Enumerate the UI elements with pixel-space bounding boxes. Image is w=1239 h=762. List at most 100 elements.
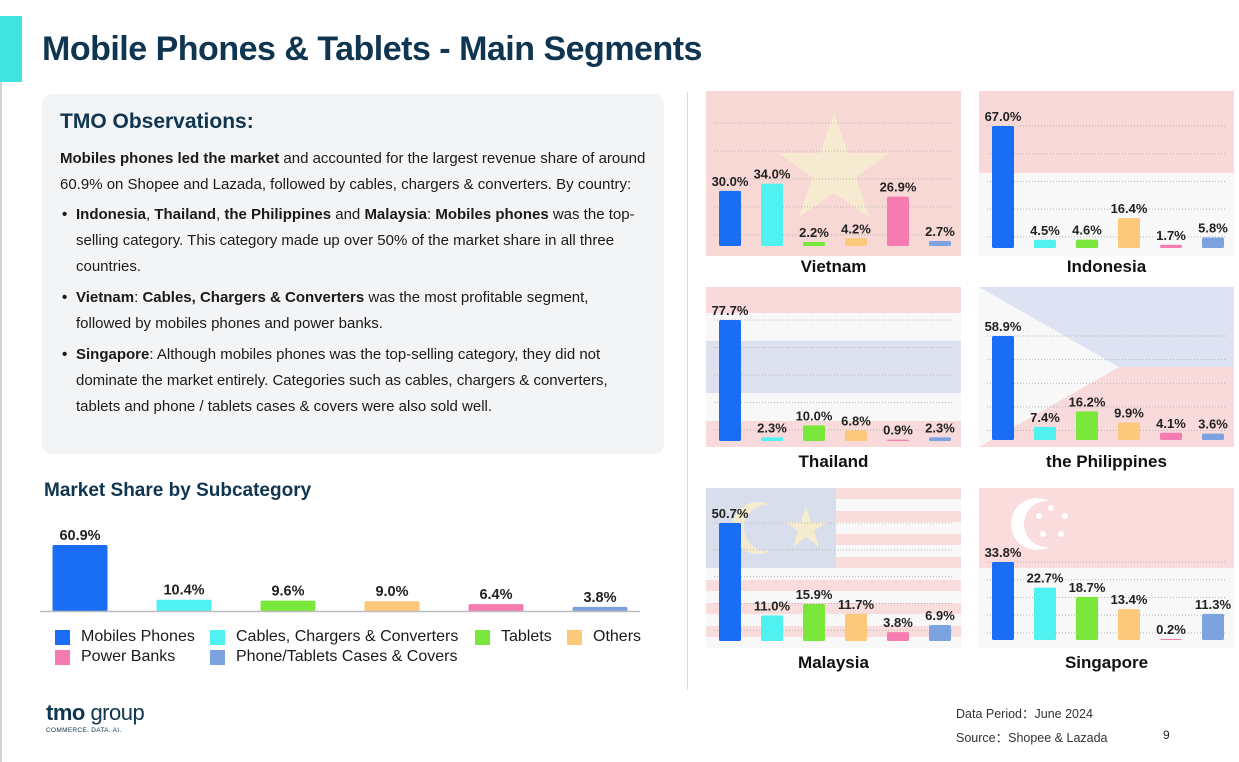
bar-power-banks xyxy=(468,604,524,611)
observation-bullet-1: Indonesia, Thailand, the Philippines and… xyxy=(60,202,646,280)
malaysia-bar-chart: 50.7% 11.0% 15.9% 11.7% 3.8% 6.9% xyxy=(712,506,955,641)
bar-cables xyxy=(761,615,783,641)
data-source: Source：Shopee & Lazada xyxy=(956,731,1108,745)
legend-item-cases: Phone/Tablets Cases & Covers xyxy=(210,648,457,666)
bar-value-label: 2.2% xyxy=(799,225,829,240)
legend-swatch-others xyxy=(567,629,582,645)
bar-power-banks xyxy=(1160,639,1182,640)
bar-cables xyxy=(1034,587,1056,640)
panel-title-malaysia: Malaysia xyxy=(798,653,869,672)
separator: , xyxy=(216,206,225,223)
left-rule xyxy=(0,82,2,762)
malaysia-flag-background xyxy=(706,488,961,648)
legend-item-power-banks: Power Banks xyxy=(55,648,175,666)
logo-light: group xyxy=(84,700,145,725)
bar-value-label: 2.3% xyxy=(925,420,955,435)
bar-tablets xyxy=(1076,411,1098,440)
bar-others xyxy=(1118,218,1140,248)
bar-value-label: 6.8% xyxy=(841,413,871,428)
legend-swatch-cases xyxy=(210,649,225,665)
bar-cases xyxy=(1202,433,1224,440)
bar-tablets xyxy=(1076,596,1098,640)
bar-value-label: 22.7% xyxy=(1027,571,1064,586)
bar-value-label: 13.4% xyxy=(1111,592,1148,607)
bar-mobiles xyxy=(719,190,741,246)
bar-value-label: 18.7% xyxy=(1069,580,1106,595)
bar-value-label: 6.4% xyxy=(479,587,512,603)
bar-others xyxy=(1118,609,1140,640)
legend-swatch-cables xyxy=(210,629,225,645)
bar-mobiles xyxy=(719,523,741,641)
legend-label: Cables, Chargers & Converters xyxy=(236,628,459,645)
bar-cables xyxy=(1034,239,1056,248)
legend-label: Mobiles Phones xyxy=(81,628,195,645)
legend-label: Power Banks xyxy=(81,648,176,665)
bar-mobiles xyxy=(719,320,741,441)
bar-cases xyxy=(929,437,951,441)
bar-others xyxy=(845,613,867,641)
observations-list: Indonesia, Thailand, the Philippines and… xyxy=(60,202,646,420)
bar-value-label: 10.0% xyxy=(796,408,833,423)
bar-value-label: 60.9% xyxy=(59,528,100,544)
panel-title-vietnam: Vietnam xyxy=(800,257,867,276)
bar-value-label: 9.9% xyxy=(1114,406,1144,421)
logo-wordmark: tmo group xyxy=(46,700,145,726)
bar-value-label: 58.9% xyxy=(985,319,1022,334)
legend-item-mobiles: Mobiles Phones xyxy=(55,628,195,646)
country-singapore: Singapore xyxy=(76,346,150,363)
country-vietnam: Vietnam xyxy=(76,289,135,306)
bar-cables xyxy=(156,599,212,611)
bar-others xyxy=(1118,422,1140,440)
bar-mobiles xyxy=(992,562,1014,640)
country-panel-vietnam: 30.0% 34.0% 2.2% 4.2% 26.9% 2.7% Vietnam xyxy=(706,91,961,281)
intro-bold: Mobiles phones led the market xyxy=(60,150,280,167)
bar-value-label: 30.0% xyxy=(712,174,749,189)
separator: and xyxy=(331,206,365,223)
country-thailand: Thailand xyxy=(154,206,217,223)
bar-value-label: 34.0% xyxy=(754,167,791,182)
bar-tablets xyxy=(803,603,825,641)
panel-title-indonesia: Indonesia xyxy=(1066,257,1147,276)
legend-swatch-tablets xyxy=(475,629,490,645)
legend-item-tablets: Tablets xyxy=(475,628,552,646)
bar-value-label: 9.6% xyxy=(271,584,304,600)
bar-power-banks xyxy=(1160,432,1182,440)
country-malaysia: Malaysia xyxy=(364,206,427,223)
observations-intro: Mobiles phones led the market and accoun… xyxy=(60,146,646,198)
bar-value-label: 15.9% xyxy=(796,587,833,602)
bar-cases xyxy=(572,606,628,611)
philippines-flag-background xyxy=(979,287,1234,447)
bar-value-label: 26.9% xyxy=(880,180,917,195)
philippines-bar-chart: 58.9% 7.4% 16.2% 9.9% 4.1% 3.6% xyxy=(985,319,1228,440)
singapore-bar-chart: 33.8% 22.7% 18.7% 13.4% 0.2% 11.3% xyxy=(985,545,1232,640)
bar-tablets xyxy=(803,425,825,441)
page-title: Mobile Phones & Tablets - Main Segments xyxy=(42,30,702,68)
vietnam-flag-background xyxy=(706,91,961,256)
bar-value-label: 0.9% xyxy=(883,423,913,438)
bar-cases xyxy=(1202,613,1224,640)
vertical-divider xyxy=(687,92,688,690)
bar-value-label: 11.3% xyxy=(1195,597,1232,612)
bar-value-label: 5.8% xyxy=(1198,220,1228,235)
bullet-2-rest: was the most profitable segment, followe… xyxy=(76,289,589,332)
bar-value-label: 4.5% xyxy=(1030,223,1060,238)
bar-value-label: 3.6% xyxy=(1198,417,1228,432)
country-panel-philippines: 58.9% 7.4% 16.2% 9.9% 4.1% 3.6% the Philippin… xyxy=(979,287,1234,477)
logo-bold: tmo xyxy=(46,700,85,725)
singapore-flag-background xyxy=(979,488,1234,648)
bar-mobiles xyxy=(992,126,1014,248)
bar-cables xyxy=(761,183,783,246)
bar-value-label: 2.3% xyxy=(757,420,787,435)
bar-cables xyxy=(1034,426,1056,440)
page-number: 9 xyxy=(1163,728,1170,742)
bar-value-label: 33.8% xyxy=(985,545,1022,560)
bar-value-label: 50.7% xyxy=(712,506,749,521)
bar-others xyxy=(364,601,420,611)
bullet-3-rest: : Although mobiles phones was the top-se… xyxy=(76,346,608,415)
bar-value-label: 11.0% xyxy=(754,598,791,613)
thailand-bar-chart: 77.7% 2.3% 10.0% 6.8% 0.9% 2.3% xyxy=(712,303,955,441)
bar-value-label: 9.0% xyxy=(375,584,408,600)
tmo-group-logo: tmo group COMMERCE. DATA. AI. xyxy=(46,700,145,734)
thailand-flag-background xyxy=(706,287,961,447)
bar-value-label: 16.4% xyxy=(1111,201,1148,216)
